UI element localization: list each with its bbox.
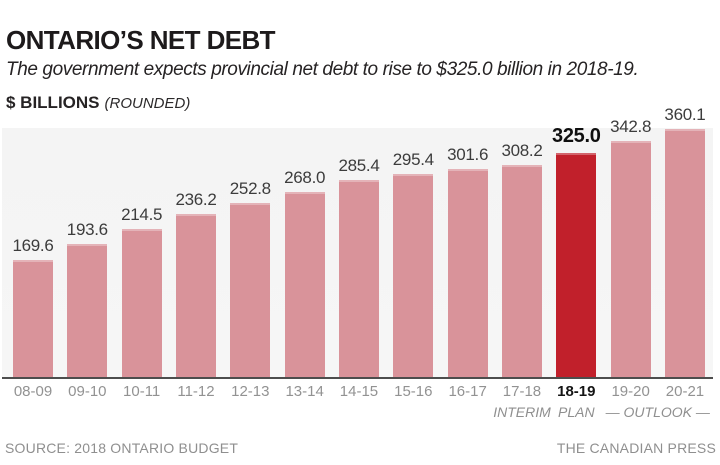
x-axis-line: [2, 377, 713, 379]
value-label-19-20: 342.8: [610, 116, 652, 136]
x-tick-08-09: 08-09: [13, 383, 53, 400]
source-note: SOURCE: 2018 ONTARIO BUDGET: [5, 440, 239, 456]
bar-15-16: [393, 173, 434, 377]
value-label-10-11: 214.5: [121, 205, 163, 225]
x-tick-14-15: 14-15: [339, 383, 379, 400]
x-tick-18-19: 18-19: [557, 383, 596, 400]
x-tick-17-18: 17-18: [502, 383, 542, 400]
bar-20-21: [664, 129, 705, 377]
x-tick-19-20: 19-20: [611, 383, 650, 400]
value-label-09-10: 193.6: [66, 219, 108, 239]
value-label-11-12: 236.2: [175, 190, 217, 210]
value-label-08-09: 169.6: [12, 236, 54, 256]
bar-08-09: [13, 260, 53, 377]
bar-09-10: [67, 243, 108, 377]
value-label-12-13: 252.8: [229, 178, 271, 198]
value-label-18-19: 325.0: [552, 125, 601, 148]
bar-14-15: [338, 180, 379, 377]
value-label-15-16: 295.4: [392, 149, 434, 169]
value-label-20-21: 360.1: [664, 105, 706, 124]
bar-16-17: [447, 169, 488, 377]
bar-17-18: [501, 164, 542, 377]
units-label: $ BILLIONS: [6, 93, 100, 112]
x-tick-13-14: 13-14: [285, 383, 324, 400]
value-label-13-14: 268.0: [284, 168, 326, 188]
x-tick-20-21: 20-21: [665, 383, 705, 400]
press-credit: THE CANADIAN PRESS: [556, 440, 716, 456]
bar-13-14: [284, 192, 325, 377]
x-tick-09-10: 09-10: [68, 383, 107, 400]
x-tick-16-17: 16-17: [448, 383, 487, 400]
axis-annotation: INTERIM: [493, 404, 551, 420]
chart-subtitle: The government expects provincial net de…: [6, 59, 639, 80]
plot-area: [2, 128, 713, 377]
bar-10-11: [121, 229, 162, 377]
bar-11-12: [175, 214, 216, 377]
units-note: (ROUNDED): [104, 95, 191, 112]
value-label-14-15: 285.4: [338, 156, 380, 176]
bar-12-13: [230, 202, 271, 377]
bar-19-20: [610, 140, 651, 377]
value-label-16-17: 301.6: [447, 145, 489, 165]
x-tick-10-11: 10-11: [123, 383, 161, 400]
axis-annotation: — OUTLOOK —: [605, 404, 710, 420]
value-label-17-18: 308.2: [501, 140, 543, 160]
chart-title: ONTARIO’S NET DEBT: [6, 25, 276, 55]
x-tick-15-16: 15-16: [394, 383, 433, 400]
x-tick-11-12: 11-12: [177, 383, 215, 400]
x-tick-12-13: 12-13: [231, 383, 270, 400]
axis-annotation: PLAN: [558, 404, 595, 420]
units-line: $ BILLIONS (ROUNDED): [6, 93, 190, 113]
bar-highlight-18-19: [556, 153, 597, 377]
